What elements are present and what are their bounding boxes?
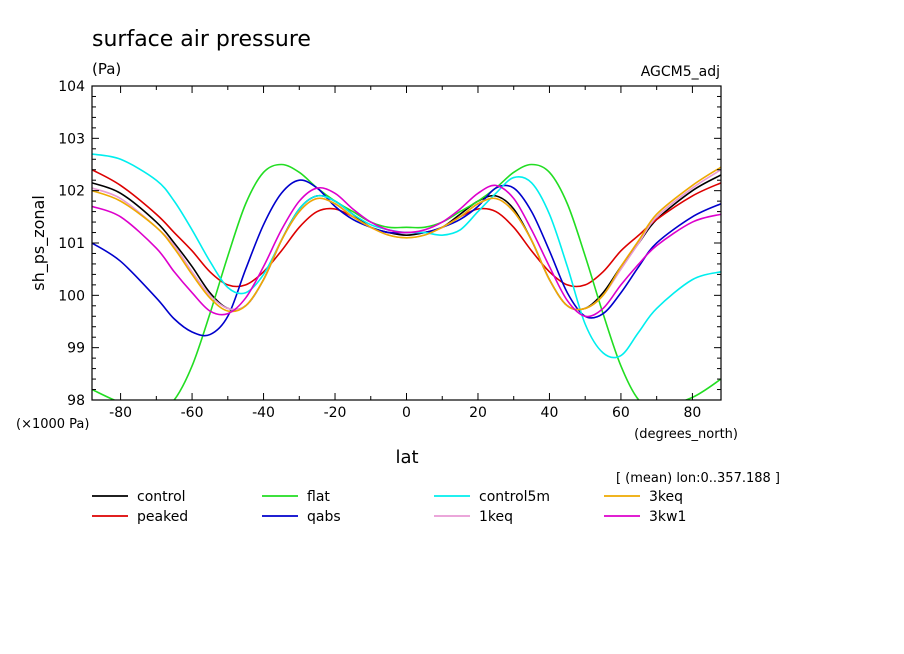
x-tick-label: 60 xyxy=(612,405,630,421)
y-tick-label: 103 xyxy=(58,131,85,147)
y-tick-label: 100 xyxy=(58,288,85,304)
x-tick-label: 40 xyxy=(541,405,559,421)
y-axis-label: sh_ps_zonal xyxy=(29,195,49,291)
plot-frame xyxy=(91,85,722,401)
y-tick-label: 98 xyxy=(67,393,85,409)
x-tick-label: 20 xyxy=(469,405,487,421)
series-line-control xyxy=(92,174,721,311)
series-line-3kw1 xyxy=(92,184,721,318)
x-tick-label: -20 xyxy=(324,405,347,421)
legend-label-3kw1: 3kw1 xyxy=(649,509,686,525)
series-line-flat xyxy=(92,163,721,400)
x-tick-label: -40 xyxy=(252,405,275,421)
x-axis: -80 -60 -40 -20 0 20 40 60 80 xyxy=(109,86,701,421)
series-line-1keq xyxy=(92,169,721,311)
x-axis-label: lat xyxy=(395,447,418,468)
x-tick-label: 0 xyxy=(402,405,411,421)
y-tick-label: 99 xyxy=(67,341,85,357)
y-tick-label: 104 xyxy=(58,79,85,95)
legend-label-peaked: peaked xyxy=(137,509,188,525)
chart-title: surface air pressure xyxy=(92,27,311,52)
chart-units: (Pa) xyxy=(92,60,121,78)
legend-label-flat: flat xyxy=(307,489,330,505)
x-tick-label: -60 xyxy=(181,405,204,421)
legend-label-1keq: 1keq xyxy=(479,509,513,525)
legend-label-control5m: control5m xyxy=(479,489,550,505)
y-tick-label: 102 xyxy=(58,184,85,200)
series-line-3keq xyxy=(92,166,721,313)
x-tick-label: -80 xyxy=(109,405,132,421)
legend-label-qabs: qabs xyxy=(307,509,341,525)
legend-label-control: control xyxy=(137,489,186,505)
x-tick-label: 80 xyxy=(683,405,701,421)
x-units-label: (degrees_north) xyxy=(634,427,738,442)
y-scale-note: (×1000 Pa) xyxy=(16,417,89,432)
series-layer xyxy=(92,153,721,400)
series-line-peaked xyxy=(92,169,721,288)
y-axis: 98 99 100 101 102 103 104 xyxy=(58,79,721,409)
legend: control flat control5m 3keq peaked qabs 1keq 3k… xyxy=(92,489,686,525)
y-tick-label: 101 xyxy=(58,236,85,252)
series-line-control5m xyxy=(92,153,721,359)
mean-note: [ (mean) lon:0..357.188 ] xyxy=(616,471,780,486)
model-label: AGCM5_adj xyxy=(641,64,720,80)
legend-label-3keq: 3keq xyxy=(649,489,683,505)
